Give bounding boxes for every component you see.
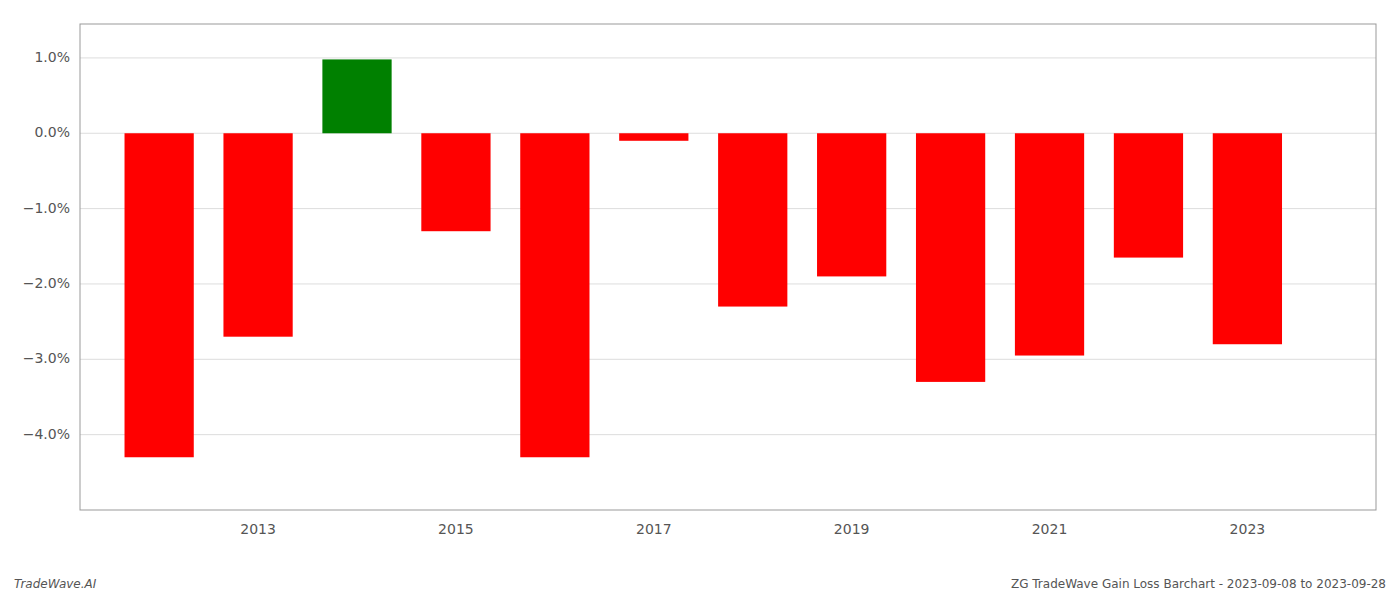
y-tick-label: −3.0% [23,350,70,366]
chart-svg: −4.0% −3.0% −2.0% −1.0% 0.0% 1.0% 2013 2015 2017… [0,0,1400,600]
grid-line [80,359,1376,360]
x-tick-label: 2023 [1230,521,1266,537]
y-tick-label: −4.0% [23,426,70,442]
bar [1015,133,1084,355]
y-tick-label: 1.0% [34,49,70,65]
x-tick-label: 2019 [834,521,870,537]
x-tick-label: 2015 [438,521,474,537]
chart-container: −4.0% −3.0% −2.0% −1.0% 0.0% 1.0% 2013 2015 2017… [0,0,1400,600]
plot-frame [80,24,1376,510]
bars [125,59,1282,457]
grid [80,58,1376,435]
x-tick-label: 2013 [240,521,276,537]
grid-line [80,57,1376,58]
bar [125,133,194,457]
bar [223,133,292,336]
bar [718,133,787,306]
y-tick-label: 0.0% [34,124,70,140]
y-tick-label: −2.0% [23,275,70,291]
x-tick-label: 2017 [636,521,672,537]
footer-annotation: TradeWave.AI [14,577,97,591]
bar [916,133,985,382]
bar [619,133,688,141]
footer-annotation: ZG TradeWave Gain Loss Barchart - 2023-0… [1011,577,1386,591]
x-tick-label: 2021 [1032,521,1068,537]
bar [322,59,391,133]
bar [421,133,490,231]
y-tick-label: −1.0% [23,200,70,216]
bar [1114,133,1183,257]
x-axis: 2013 2015 2017 2019 2021 2023 [240,521,1265,537]
y-axis: −4.0% −3.0% −2.0% −1.0% 0.0% 1.0% [23,49,70,442]
bar [1213,133,1282,344]
bar [520,133,589,457]
bar [817,133,886,276]
grid-line [80,434,1376,435]
